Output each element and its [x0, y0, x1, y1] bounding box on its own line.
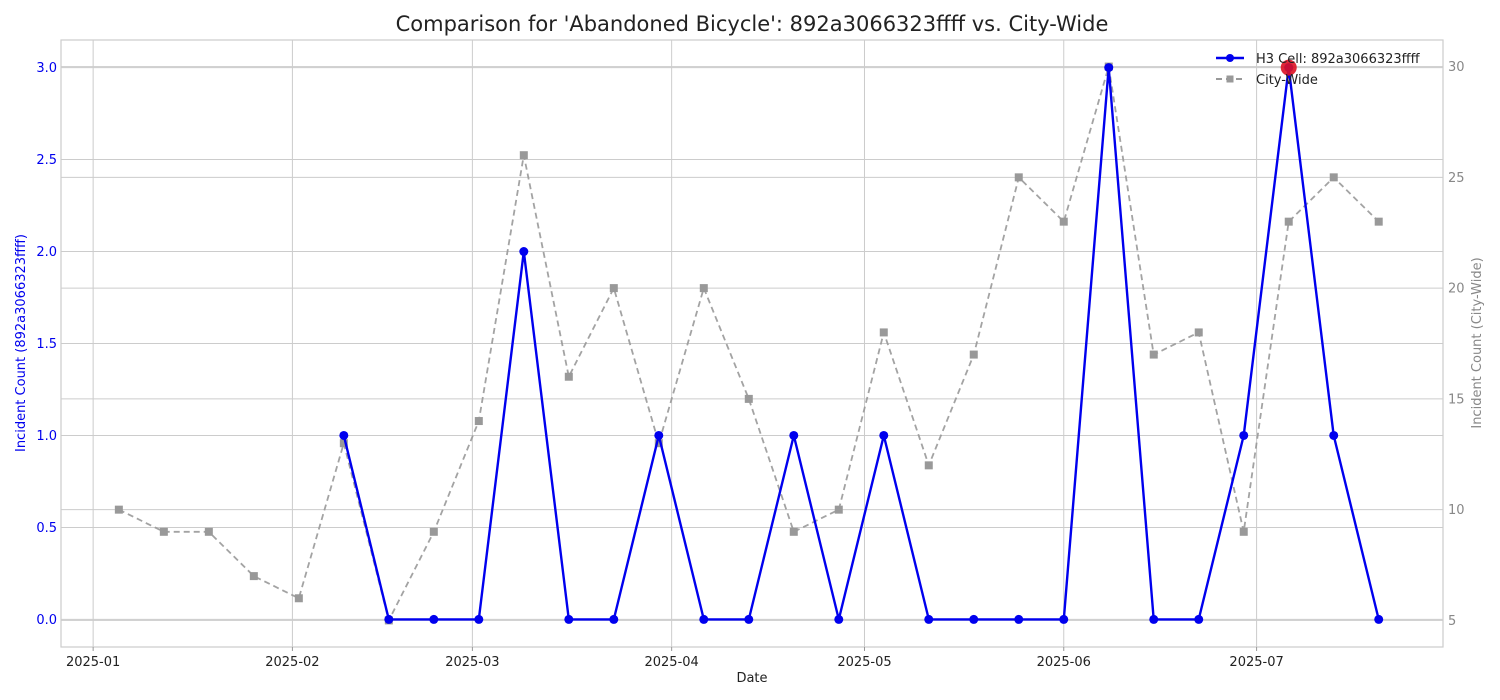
h3-cell-point [924, 614, 934, 624]
h3-cell-point [1194, 614, 1204, 624]
x-tick-label: 2025-01 [66, 655, 120, 670]
h3-cell-point [1104, 63, 1114, 73]
h3-cell-point [834, 614, 844, 624]
y-left-tick-label: 2.5 [36, 153, 57, 168]
y-right-tick-label: 20 [1448, 282, 1465, 297]
h3-cell-point [609, 614, 619, 624]
y-left-tick-label: 3.0 [36, 61, 57, 76]
y-left-tick-label: 1.0 [36, 429, 57, 444]
x-tick-label: 2025-02 [265, 655, 319, 670]
city-wide-point [744, 394, 753, 403]
city-wide-point [519, 151, 528, 160]
city-wide-point [294, 594, 303, 603]
h3-cell-point [969, 614, 979, 624]
h3-cell-point [789, 430, 799, 440]
legend: H3 Cell: 892a3066323ffff City-Wide [1216, 52, 1421, 88]
h3-cell-point [654, 430, 664, 440]
city-wide-point [699, 284, 708, 293]
legend-label-h3: H3 Cell: 892a3066323ffff [1256, 52, 1421, 67]
x-tick-label: 2025-03 [445, 655, 499, 670]
h3-cell-point [1329, 430, 1339, 440]
y-right-tick-label: 15 [1448, 392, 1465, 407]
y-left-tick-label: 2.0 [36, 245, 57, 260]
y-right-tick-label: 30 [1448, 60, 1465, 75]
y-right-tick-label: 10 [1448, 503, 1465, 518]
city-wide-point [924, 461, 933, 470]
legend-label-city: City-Wide [1256, 73, 1318, 88]
x-tick-label: 2025-05 [837, 655, 891, 670]
h3-cell-point [1239, 430, 1249, 440]
y-axis-left: 0.0 0.5 1.0 1.5 2.0 2.5 3.0 [36, 61, 57, 628]
legend-marker-city [1226, 75, 1234, 83]
city-wide-point [609, 284, 618, 293]
city-wide-point [789, 527, 798, 536]
h3-cell-point [1014, 614, 1024, 624]
city-wide-point [834, 505, 843, 514]
y-axis-right-label: Incident Count (City-Wide) [1470, 257, 1485, 428]
chart-title: Comparison for 'Abandoned Bicycle': 892a… [396, 12, 1109, 36]
x-axis: 2025-01 2025-02 2025-03 2025-04 2025-05 2025-… [66, 647, 1284, 670]
h3-cell-point [429, 614, 439, 624]
legend-marker-h3 [1226, 54, 1234, 62]
city-wide-point [159, 527, 168, 536]
grid [61, 40, 1443, 647]
h3-cell-point [699, 614, 709, 624]
y-right-tick-label: 5 [1448, 614, 1456, 629]
h3-cell-point [519, 247, 529, 257]
city-wide-point [879, 328, 888, 337]
city-wide-point [969, 350, 978, 359]
city-wide-point [1149, 350, 1158, 359]
h3-cell-point [1059, 614, 1069, 624]
h3-cell-point [1149, 614, 1159, 624]
x-axis-label: Date [736, 671, 767, 686]
x-tick-label: 2025-04 [644, 655, 698, 670]
city-wide-point [654, 439, 663, 448]
city-wide-point [1329, 173, 1338, 182]
y-right-tick-label: 25 [1448, 171, 1465, 186]
city-wide-point [114, 505, 123, 514]
city-wide-point [1374, 217, 1383, 226]
h3-cell-point [879, 430, 889, 440]
x-tick-label: 2025-07 [1229, 655, 1283, 670]
y-axis-left-label: Incident Count (892a3066323ffff) [14, 234, 29, 452]
plot-frame [60, 39, 1444, 648]
city-wide-point [1194, 328, 1203, 337]
city-wide-point [1014, 173, 1023, 182]
y-left-tick-label: 0.5 [36, 521, 57, 536]
h3-cell-point [339, 430, 349, 440]
city-wide-point [1059, 217, 1068, 226]
h3-cell-point [474, 614, 484, 624]
h3-cell-point [744, 614, 754, 624]
h3-cell-line [342, 66, 1380, 621]
highlight-marker-group [1280, 59, 1297, 76]
h3-cell-point [384, 614, 394, 624]
city-wide-point [429, 527, 438, 536]
x-tick-label: 2025-06 [1037, 655, 1091, 670]
highlight-marker [1280, 59, 1297, 76]
h3-cell-point [564, 614, 574, 624]
y-axis-right: 5 10 15 20 25 30 [1448, 60, 1465, 629]
city-wide-point [339, 439, 348, 448]
h3-cell-point [1374, 614, 1384, 624]
city-wide-point [1284, 217, 1293, 226]
city-wide-point [249, 572, 258, 581]
city-wide-point [1239, 527, 1248, 536]
city-wide-point [204, 527, 213, 536]
city-wide-point [564, 372, 573, 381]
y-left-tick-label: 1.5 [36, 337, 57, 352]
city-wide-point [474, 417, 483, 426]
y-left-tick-label: 0.0 [36, 613, 57, 628]
